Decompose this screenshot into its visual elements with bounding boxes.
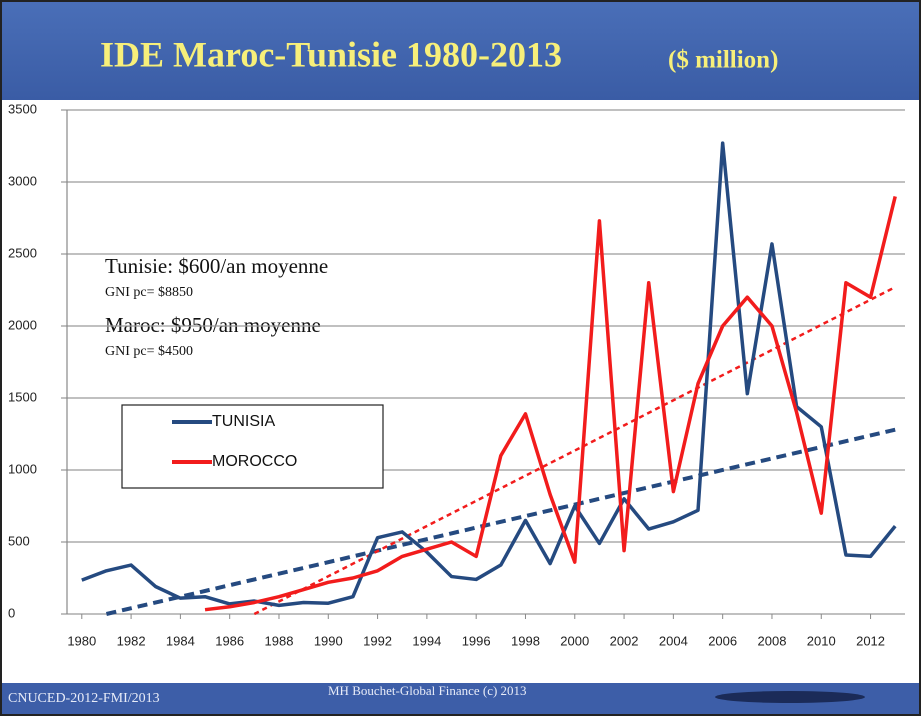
chart-title: IDE Maroc-Tunisie 1980-2013 (100, 34, 562, 74)
y-tick-label: 1500 (8, 389, 37, 404)
footer-center: MH Bouchet-Global Finance (c) 2013 (328, 683, 527, 698)
footer-left: CNUCED-2012-FMI/2013 (8, 691, 160, 706)
x-tick-label: 1980 (67, 633, 96, 648)
x-tick-label: 1992 (363, 633, 392, 648)
y-tick-label: 1000 (8, 461, 37, 476)
x-tick-label: 1984 (166, 633, 195, 648)
x-tick-label: 1994 (412, 633, 441, 648)
series-line (204, 195, 897, 612)
y-tick-label: 500 (8, 533, 30, 548)
annotation: Tunisie: $600/an moyenne (105, 254, 328, 278)
x-tick-label: 1998 (511, 633, 540, 648)
footer-swoosh (715, 691, 865, 703)
x-tick-label: 1982 (117, 633, 146, 648)
legend-label: MOROCCO (212, 453, 297, 470)
x-tick-label: 2010 (807, 633, 836, 648)
annotation: GNI pc= $8850 (105, 285, 193, 300)
chart-subtitle: ($ million) (668, 47, 778, 74)
x-tick-label: 2004 (659, 633, 688, 648)
header-band (0, 0, 921, 100)
y-tick-label: 3000 (8, 173, 37, 188)
series-line (81, 141, 897, 608)
legend-box (121, 404, 384, 489)
annotation: GNI pc= $4500 (105, 344, 193, 359)
x-tick-label: 1988 (265, 633, 294, 648)
annotation: Maroc: $950/an moyenne (105, 313, 321, 337)
y-tick-label: 2500 (8, 245, 37, 260)
x-tick-label: 1986 (215, 633, 244, 648)
y-tick-label: 0 (8, 605, 15, 620)
x-tick-label: 2002 (610, 633, 639, 648)
x-tick-label: 2012 (856, 633, 885, 648)
y-tick-label: 3500 (8, 101, 37, 116)
x-tick-label: 1996 (462, 633, 491, 648)
chart-area (0, 100, 921, 683)
x-tick-label: 2006 (708, 633, 737, 648)
x-tick-label: 2000 (560, 633, 589, 648)
y-tick-label: 2000 (8, 317, 37, 332)
legend-label: TUNISIA (212, 413, 275, 430)
trend-line (105, 427, 896, 616)
x-tick-label: 2008 (758, 633, 787, 648)
trend-line (253, 286, 896, 616)
x-tick-label: 1990 (314, 633, 343, 648)
